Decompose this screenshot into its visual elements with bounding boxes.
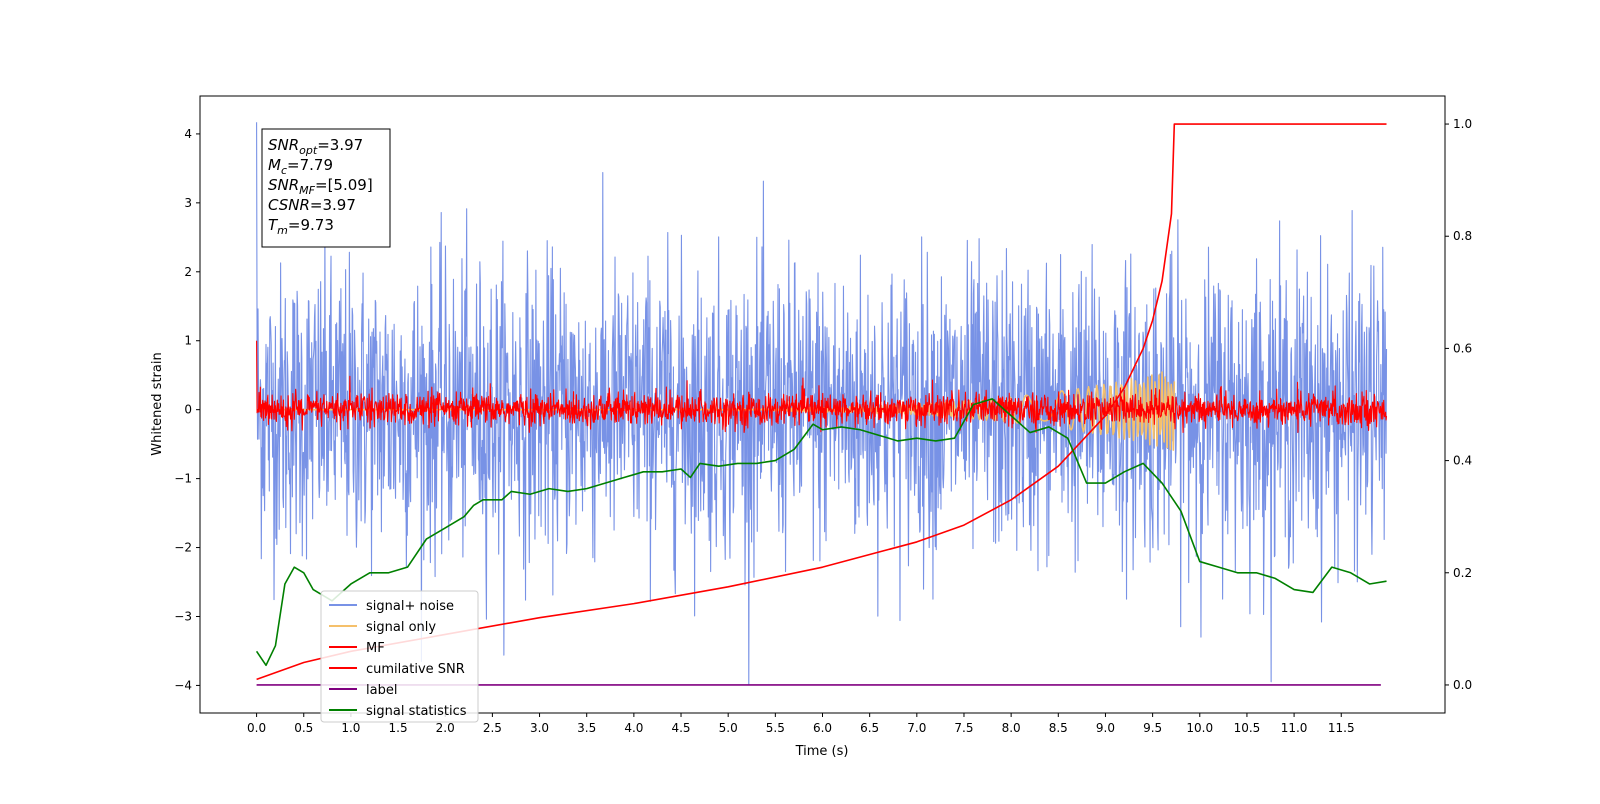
info-box-line: Tm=9.73: [268, 216, 334, 237]
x-axis: 0.0 0.5 1.0 1.5 2.0 2.5 3.0 3.5 4.0 4.5 5.0 5.5 6.0 6…: [247, 713, 1355, 735]
y-tick-label: 0: [184, 403, 192, 417]
y2-tick-label: 1.0: [1453, 117, 1472, 131]
info-symbol: T: [268, 216, 279, 234]
info-value: =[5.09]: [315, 176, 373, 194]
x-tick-label: 7.0: [907, 721, 926, 735]
legend-label-mf: MF: [366, 641, 385, 656]
x-tick-label: 3.0: [530, 721, 549, 735]
legend-label-signal-only: signal only: [366, 620, 436, 635]
x-tick-label: 6.5: [860, 721, 879, 735]
x-tick-label: 5.0: [719, 721, 738, 735]
info-box-line: SNRopt=3.97: [268, 136, 363, 157]
info-value: =9.73: [288, 216, 334, 234]
legend-label-signal-statistics: signal statistics: [366, 704, 467, 719]
y2-tick-label: 0.2: [1453, 566, 1472, 580]
info-value: =3.97: [317, 136, 363, 154]
y-tick-label: −4: [174, 678, 192, 692]
y-axis-label: Whitened strain: [150, 352, 165, 455]
y2-tick-label: 0.8: [1453, 229, 1472, 243]
x-tick-label: 10.0: [1186, 721, 1213, 735]
x-tick-label: 0.5: [294, 721, 313, 735]
y-tick-label: 2: [184, 265, 192, 279]
x-tick-label: 4.0: [624, 721, 643, 735]
y-tick-label: 3: [184, 196, 192, 210]
series-cumilative-snr-line: [256, 123, 1387, 681]
y-axis-right: 0.0 0.2 0.4 0.6 0.8 1.0: [1445, 117, 1472, 692]
x-tick-label: 6.0: [813, 721, 832, 735]
info-box-line: SNRMF=[5.09]: [268, 176, 373, 197]
info-subscript: opt: [299, 144, 318, 157]
legend-label-label: label: [366, 683, 397, 698]
x-tick-label: 10.5: [1234, 721, 1261, 735]
x-axis-label: Time (s): [795, 744, 849, 759]
y2-tick-label: 0.0: [1453, 678, 1472, 692]
info-subscript: m: [277, 224, 288, 237]
x-tick-label: 4.5: [671, 721, 690, 735]
x-tick-label: 2.0: [436, 721, 455, 735]
x-tick-label: 7.5: [954, 721, 973, 735]
x-tick-label: 3.5: [577, 721, 596, 735]
info-subscript: c: [281, 164, 287, 177]
legend-frame: [320, 590, 479, 723]
y-tick-label: −2: [174, 541, 192, 555]
series-mf-line: [256, 340, 1388, 433]
info-symbol: SNR: [268, 176, 299, 194]
info-box: SNRopt=3.97Mc=7.79SNRMF=[5.09]CSNR=3.97T…: [261, 128, 391, 248]
info-box-frame: [261, 128, 391, 248]
legend-label-cumilative-snr: cumilative SNR: [366, 662, 465, 677]
x-tick-label: 9.5: [1143, 721, 1162, 735]
x-tick-label: 11.5: [1328, 721, 1355, 735]
x-tick-label: 5.5: [766, 721, 785, 735]
y-axis-left: −4 −3 −2 −1 0 1 2 3 4: [174, 127, 200, 692]
legend-label-signal-noise: signal+ noise: [366, 599, 454, 614]
info-box-line: CSNR=3.97: [268, 196, 356, 214]
y-tick-label: 1: [184, 334, 192, 348]
info-subscript: MF: [299, 184, 315, 197]
x-tick-label: 9.0: [1096, 721, 1115, 735]
info-value: =3.97: [310, 196, 356, 214]
x-tick-label: 1.0: [341, 721, 360, 735]
x-tick-label: 11.0: [1281, 721, 1308, 735]
x-tick-label: 1.5: [389, 721, 408, 735]
info-symbol: M: [268, 156, 281, 174]
y-tick-label: −3: [174, 609, 192, 623]
x-tick-label: 2.5: [483, 721, 502, 735]
y-tick-label: −1: [174, 472, 192, 486]
y2-tick-label: 0.4: [1453, 454, 1472, 468]
info-value: =7.79: [287, 156, 333, 174]
series-signal-statistics-line: [255, 398, 1387, 667]
x-tick-label: 0.0: [247, 721, 266, 735]
x-tick-label: 8.5: [1049, 721, 1068, 735]
info-box-line: Mc=7.79: [268, 156, 333, 177]
info-symbol: CSNR: [268, 196, 310, 214]
info-symbol: SNR: [268, 136, 299, 154]
y2-tick-label: 0.6: [1453, 341, 1472, 355]
x-tick-label: 8.0: [1002, 721, 1021, 735]
y-tick-label: 4: [184, 127, 192, 141]
legend: signal+ noise signal only MF cumilative SNR…: [320, 590, 479, 723]
